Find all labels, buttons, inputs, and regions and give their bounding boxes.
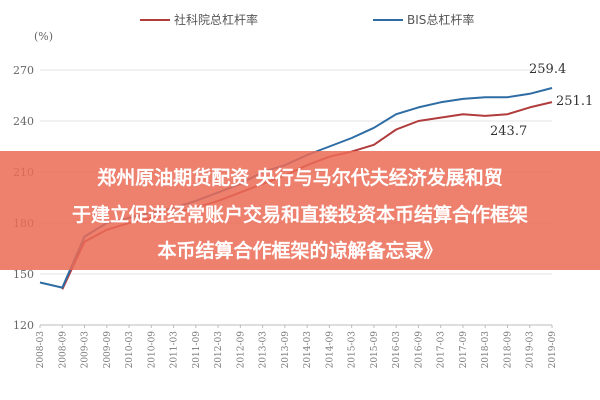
x-tick-label: 2010-09 bbox=[147, 331, 157, 369]
x-tick-label: 2017-03 bbox=[437, 331, 447, 369]
x-tick-label: 2011-03 bbox=[170, 331, 180, 369]
y-tick-label: 270 bbox=[13, 64, 34, 77]
banner-text-line-3: 本币结算合作框架的谅解备忘录》 bbox=[157, 240, 443, 262]
x-tick-label: 2013-03 bbox=[259, 331, 269, 369]
x-tick-label: 2008-03 bbox=[36, 331, 46, 369]
annotation-cass-min: 243.7 bbox=[490, 124, 527, 139]
x-tick-label: 2017-09 bbox=[459, 331, 469, 369]
overlay-banner bbox=[0, 151, 600, 270]
annotations: 259.4 251.1 243.7 bbox=[490, 62, 593, 139]
x-tick-label: 2015-03 bbox=[348, 331, 358, 369]
x-tick-label: 2008-09 bbox=[58, 331, 68, 369]
x-tick-label: 2018-09 bbox=[503, 331, 513, 369]
axes: 1201501802102402702008-032008-092009-032… bbox=[13, 64, 558, 368]
x-tick-label: 2019-09 bbox=[548, 331, 558, 369]
x-tick-label: 2016-03 bbox=[392, 331, 402, 369]
x-tick-label: 2014-09 bbox=[325, 331, 335, 369]
legend-label-series-2: BIS总杠杆率 bbox=[407, 12, 474, 27]
y-tick-label: 150 bbox=[13, 268, 34, 281]
x-tick-label: 2011-09 bbox=[192, 331, 202, 369]
x-tick-label: 2009-09 bbox=[103, 331, 113, 369]
x-tick-label: 2013-09 bbox=[281, 331, 291, 369]
x-tick-label: 2009-03 bbox=[81, 331, 91, 369]
x-tick-label: 2012-09 bbox=[236, 331, 246, 369]
legend-label-series-1: 社科院总杠杆率 bbox=[174, 12, 258, 27]
y-tick-label: 120 bbox=[13, 319, 34, 332]
banner-text-line-2: 于建立促进经常账户交易和直接投资本币结算合作框架 bbox=[71, 204, 528, 226]
annotation-cass-last: 251.1 bbox=[556, 94, 593, 109]
banner-text-line-1: 郑州原油期货配资 央行与马尔代夫经济发展和贸 bbox=[97, 167, 503, 189]
x-tick-label: 2016-09 bbox=[414, 331, 424, 369]
x-tick-label: 2014-03 bbox=[303, 331, 313, 369]
annotation-bis-last: 259.4 bbox=[529, 62, 566, 77]
x-tick-label: 2018-03 bbox=[481, 331, 491, 369]
x-tick-label: 2019-03 bbox=[526, 331, 536, 369]
x-tick-label: 2015-09 bbox=[370, 331, 380, 369]
x-tick-label: 2012-03 bbox=[214, 331, 224, 369]
y-tick-label: 240 bbox=[13, 115, 34, 128]
unit-label: (%) bbox=[34, 30, 53, 43]
chart-legend: 社科院总杠杆率 BIS总杠杆率 bbox=[140, 12, 474, 27]
x-tick-label: 2010-03 bbox=[125, 331, 135, 369]
